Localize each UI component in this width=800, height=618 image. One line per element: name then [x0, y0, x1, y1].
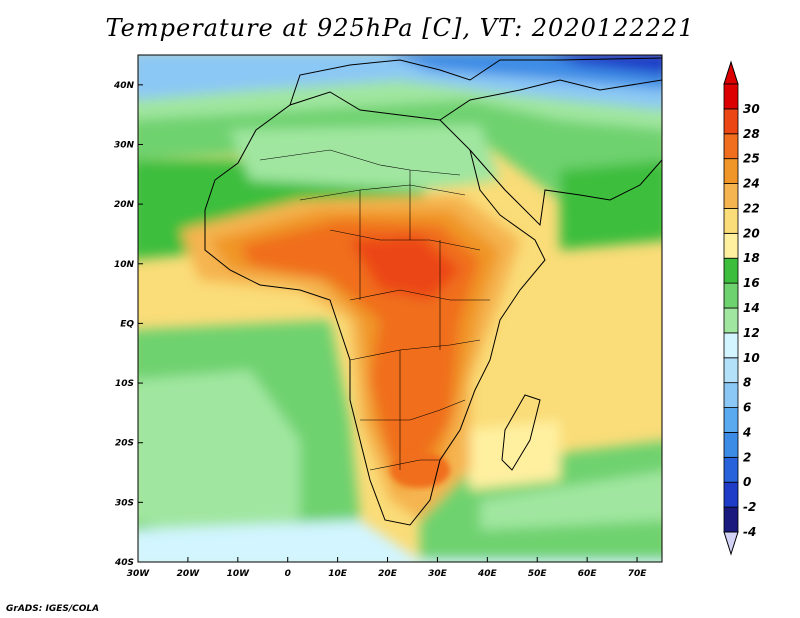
plot-title: Temperature at 925hPa [C], VT: 202012222… [105, 14, 695, 42]
colorbar-swatch [723, 456, 739, 483]
lat-tick-label: 10S [115, 379, 134, 389]
temperature-field [138, 55, 662, 562]
colorbar-swatch [723, 208, 739, 234]
colorbar-swatch [723, 232, 739, 259]
lon-tick-label: 60E [578, 569, 598, 579]
colorbar-swatch [723, 382, 739, 408]
colorbar-swatch [723, 183, 739, 209]
colorbar-swatch [723, 307, 739, 334]
colorbar-label: 10 [743, 351, 760, 365]
colorbar-label: 20 [743, 226, 760, 240]
lon-tick-label: 50E [528, 569, 548, 579]
lat-tick-label: 30S [115, 498, 134, 508]
lat-tick-label: 20N [114, 200, 135, 210]
colorbar-label: 6 [743, 401, 751, 415]
lon-tick-label: 30W [127, 569, 151, 579]
lon-tick-label: 40E [477, 569, 498, 579]
colorbar-label: 22 [743, 201, 760, 215]
lat-tick-label: 40S [114, 558, 134, 568]
colorbar-swatch [723, 481, 739, 508]
colorbar-swatch [723, 432, 739, 458]
colorbar-label: 30 [743, 102, 760, 116]
credit-text: GrADS: IGES/COLA [6, 604, 100, 614]
colorbar-label: 14 [743, 301, 760, 315]
colorbar-swatch [723, 357, 739, 384]
lon-tick-label: 20E [378, 569, 398, 579]
lon-tick-label: 70E [628, 569, 648, 579]
colorbar-swatch [723, 506, 739, 533]
colorbar-under-triangle [723, 531, 739, 556]
lat-tick-label: 20S [115, 439, 134, 449]
colorbar-label: -2 [743, 500, 756, 514]
colorbar-label: 25 [743, 152, 760, 166]
lat-tick-label: EQ [120, 319, 134, 329]
lon-tick-label: 10E [328, 569, 348, 579]
lon-tick-label: 0 [285, 569, 291, 579]
colorbar-label: 24 [743, 177, 760, 191]
colorbar-label: 0 [743, 475, 751, 489]
colorbar-swatch [723, 133, 739, 160]
colorbar-label: 12 [743, 326, 760, 340]
lon-tick-label: 10W [227, 569, 251, 579]
colorbar-label: 2 [743, 450, 751, 464]
colorbar-swatch [723, 83, 739, 110]
coastlines [204, 57, 662, 526]
colorbar-label: 8 [743, 376, 751, 390]
colorbar-label: -4 [743, 525, 756, 539]
colorbar-swatch [723, 158, 739, 184]
colorbar-label: 28 [743, 127, 760, 141]
colorbar-over-triangle [723, 60, 739, 85]
colorbar-swatch [723, 108, 739, 135]
lat-tick-label: 40N [113, 81, 135, 91]
lat-tick-label: 10N [114, 260, 135, 270]
country-borders [259, 149, 490, 471]
colorbar-swatch [723, 407, 739, 433]
colorbar-swatch [723, 282, 739, 309]
longitude-ticks: 30W 20W 10W 0 10E 20E 30E 40E 50E 60E 70E [127, 557, 647, 579]
colorbar-swatch [723, 332, 739, 359]
colorbar-label: 18 [743, 251, 760, 265]
colorbar-swatch [723, 257, 739, 284]
latitude-ticks: 40N 30N 20N 10N EQ 10S 20S 30S 40S [113, 81, 143, 568]
colorbar-label: 16 [743, 276, 760, 290]
map-frame [137, 54, 663, 563]
lat-tick-label: 30N [114, 140, 135, 150]
colorbar-label: 4 [742, 425, 751, 439]
lon-tick-label: 20W [177, 569, 201, 579]
lon-tick-label: 30E [428, 569, 448, 579]
